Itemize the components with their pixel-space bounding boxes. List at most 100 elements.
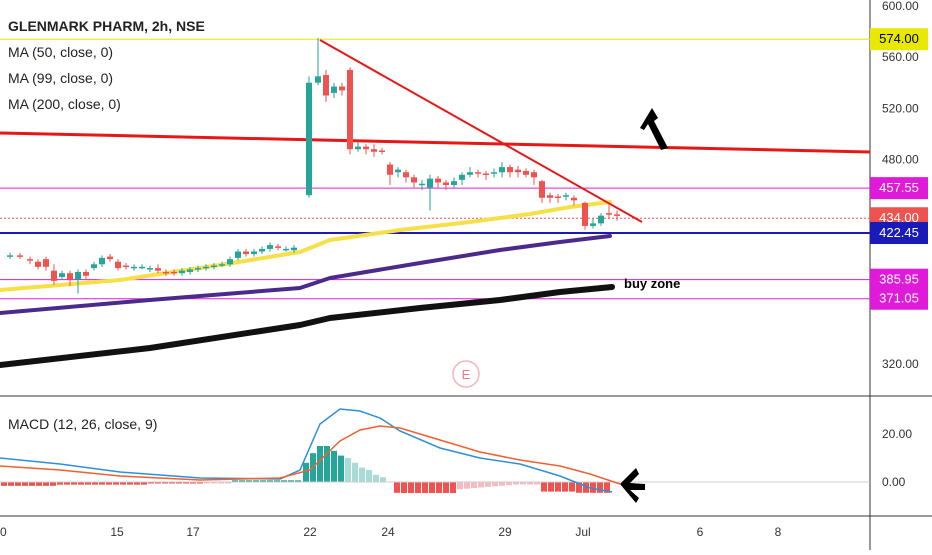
candle-body [123,265,129,268]
candle-body [171,271,177,274]
signal-line [0,425,621,485]
macd-histogram-bar [99,482,105,485]
price-badge [870,287,928,310]
candle-body [555,196,561,199]
macd-legend: MACD (12, 26, close, 9) [8,416,158,432]
ma-layer [0,200,615,368]
macd-histogram-bar [113,482,119,485]
candle-body [115,261,121,269]
macd-histogram-bar [443,482,449,494]
price-badge-label: 371.05 [879,291,919,306]
macd-histogram-bar [555,482,561,492]
candle-body [606,213,612,215]
price-badge-label: 574.00 [879,31,919,46]
time-tick-label: 29 [498,525,512,539]
macd-histogram-bar [513,482,519,485]
macd-histogram-bar [499,482,505,486]
candle-body [419,183,425,186]
macd-histogram-bar [548,482,554,492]
candle-body [227,259,233,265]
macd-histogram-bar [274,480,280,482]
candle-layer [7,37,620,294]
macd-histogram-bar [50,482,56,486]
price-badge-label: 457.55 [879,180,919,195]
time-tick-label: 8 [775,525,782,539]
macd-line [0,408,613,493]
earnings-marker-label: E [462,367,471,382]
candle-body [459,174,465,180]
price-badge-label: 385.95 [879,272,919,287]
candle-body [203,266,209,269]
macd-histogram-bar [204,482,210,484]
candle-body [590,223,596,226]
ma200-legend: MA (200, close, 0) [8,96,121,112]
candle-body [243,251,249,255]
candle-body [219,264,225,266]
macd-histogram-bar [569,482,575,492]
macd-histogram-bar [288,480,294,482]
candle-body [323,75,329,96]
candle-body [395,169,401,173]
candle-body [306,82,312,196]
candle-body [379,150,385,152]
macd-histogram-bar [127,482,133,485]
macd-histogram-bar [281,480,287,482]
price-badge [870,28,928,51]
candle-body [291,247,297,251]
candle-body [211,265,217,268]
macd-histogram-bar [471,482,477,489]
macd-histogram-bar [597,482,603,493]
macd-histogram-bar [246,480,252,482]
macd-histogram-bar [464,482,470,489]
ma99-legend: MA (99, close, 0) [8,70,114,86]
macd-histogram-bar [506,482,512,486]
candle-body [598,215,604,224]
macd-histogram-bar [408,482,414,494]
candle-body [491,172,497,174]
candle-body [475,172,481,174]
candle-body [275,246,281,248]
candle-body [347,69,353,150]
macd-histogram-bar [366,470,372,482]
macd-histogram-bar [183,482,189,484]
candle-body [499,167,505,173]
price-badge [870,222,928,245]
candle-body [355,146,361,150]
candle-body [147,268,153,270]
candle-body [339,86,345,91]
ma99-line [0,234,612,315]
macd-histogram-bar [401,482,407,494]
candle-body [563,195,569,197]
candle-body [411,177,417,183]
macd-histogram-bar [450,482,456,494]
candle-body [267,245,273,249]
macd-histogram-bar [429,482,435,494]
macd-tick-label: 0.00 [882,475,906,489]
price-tick-label: 600.00 [882,0,919,13]
macd-histogram-bar [155,482,161,484]
macd-histogram-bar [485,482,491,487]
macd-histogram-bar [303,462,309,482]
buy-zone-label: buy zone [624,276,680,291]
arrow-left-icon [620,468,645,503]
macd-histogram-bar [92,482,98,485]
candle-body [27,259,33,261]
candle-body [523,170,529,175]
candle-body [43,259,49,267]
symbol-title: GLENMARK PHARM, 2h, NSE [8,18,205,34]
candle-body [187,269,193,272]
macd-tick-label: 20.00 [882,427,912,441]
macd-histogram-bar [492,482,498,487]
macd-histogram-bar [36,482,42,486]
macd-histogram-bar [15,482,21,486]
candle-body [315,76,321,83]
candle-body [7,255,13,257]
macd-histogram-bar [71,482,77,485]
macd-histogram-bar [373,474,379,482]
candle-body [83,271,89,276]
time-tick-label: 15 [110,525,124,539]
macd-histogram-bar [583,482,589,493]
macd-histogram-bar [394,482,400,493]
